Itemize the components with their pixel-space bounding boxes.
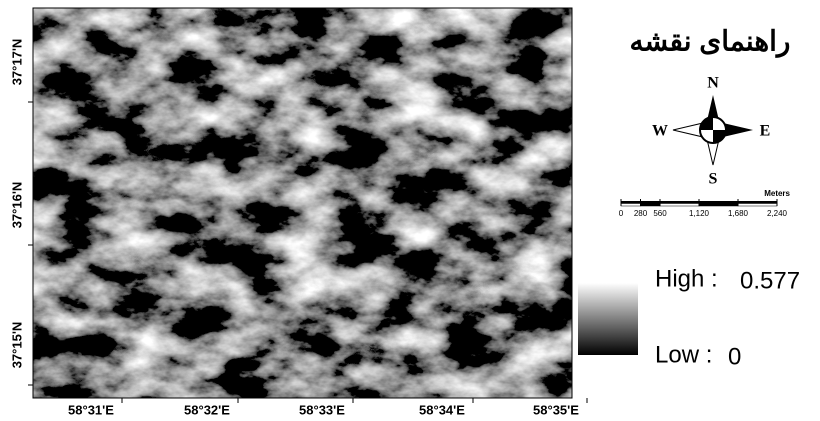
x-tick-label: 58°33'E: [299, 402, 345, 417]
legend-low-value: 0: [728, 343, 741, 370]
scale-segment: [699, 204, 738, 207]
scale-tick-label: 280: [634, 209, 648, 218]
north-arrow: [673, 95, 753, 165]
raster-image: [33, 8, 572, 398]
scale-segment: [738, 201, 777, 204]
legend-low-label: Low :: [655, 341, 712, 368]
compass-w: W: [652, 123, 668, 140]
scale-tick-label: 1,680: [728, 209, 749, 218]
scale-segment: [738, 204, 777, 207]
y-tick-label: 37°17'N: [9, 39, 24, 86]
scale-unit: Meters: [764, 189, 790, 198]
y-tick-label: 37°16'N: [9, 182, 24, 229]
map-page: 58°31'E 58°32'E 58°33'E 58°34'E 58°35'E 37°1…: [0, 0, 820, 421]
x-tick-label: 58°32'E: [184, 402, 230, 417]
scale-tick-label: 2,240: [767, 209, 788, 218]
scale-segment: [641, 204, 661, 207]
scale-tick-label: 1,120: [689, 209, 710, 218]
legend-high-label: High :: [655, 265, 718, 292]
legend-ramp: [578, 283, 638, 355]
x-tick-label: 58°34'E: [419, 402, 465, 417]
scale-tick-label: 0: [619, 209, 624, 218]
scale-segment: [621, 201, 641, 204]
compass-s: S: [709, 171, 718, 188]
y-tick-label: 37°15'N: [9, 322, 24, 369]
scale-segment: [641, 201, 661, 204]
compass-e: E: [760, 123, 771, 140]
scale-segment: [699, 201, 738, 204]
legend-high-value: 0.577: [740, 267, 800, 294]
x-tick-label: 58°35'E: [533, 402, 579, 417]
scale-tick-label: 560: [653, 209, 667, 218]
legend-title: راهنمای نقشه: [630, 25, 791, 58]
compass-n: N: [707, 75, 719, 92]
x-tick-label: 58°31'E: [68, 402, 114, 417]
scale-segment: [660, 201, 699, 204]
scale-segment: [621, 204, 641, 207]
scale-segment: [660, 204, 699, 207]
